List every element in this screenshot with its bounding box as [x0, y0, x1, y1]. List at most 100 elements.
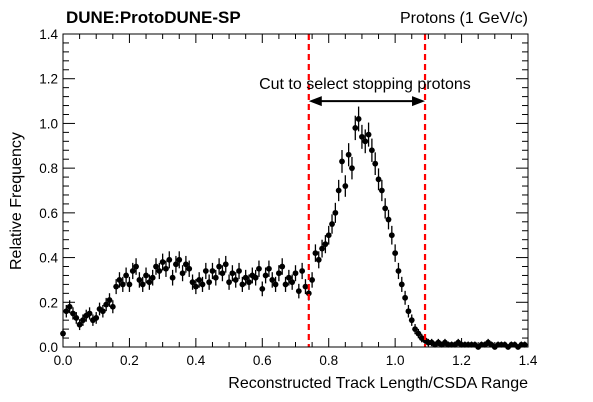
annotation-text: Cut to select stopping protons	[259, 76, 471, 93]
data-marker	[163, 265, 169, 272]
data-marker	[149, 274, 156, 281]
x-tick-label: 0.2	[120, 353, 139, 368]
data-marker	[106, 297, 113, 303]
data-marker	[339, 158, 345, 165]
annotation: Cut to select stopping protons	[259, 76, 471, 107]
data-point	[342, 175, 349, 197]
data-marker	[295, 288, 302, 295]
data-point	[173, 255, 179, 273]
data-point	[329, 214, 335, 234]
data-point	[219, 265, 226, 282]
data-point	[126, 276, 133, 292]
x-tick-label: 0.8	[319, 353, 338, 368]
data-marker	[76, 321, 83, 328]
data-point	[226, 274, 232, 290]
data-marker	[246, 279, 252, 286]
annotation-arrowhead-left	[308, 96, 322, 107]
data-point	[146, 274, 153, 290]
data-marker	[182, 261, 189, 268]
data-point	[166, 251, 173, 269]
data-marker	[66, 303, 73, 310]
data-point	[73, 312, 80, 324]
data-marker	[266, 265, 272, 272]
data-marker	[332, 209, 339, 216]
data-point	[362, 129, 369, 154]
data-marker	[405, 308, 412, 315]
data-marker	[365, 131, 372, 138]
data-point	[212, 269, 219, 286]
data-marker	[73, 315, 80, 321]
data-marker	[521, 341, 528, 348]
data-point	[229, 265, 236, 282]
data-marker	[275, 270, 282, 277]
data-point	[256, 260, 262, 277]
x-tick-label: 0.0	[54, 353, 73, 368]
data-marker	[116, 277, 123, 283]
data-marker	[109, 303, 116, 310]
data-marker	[242, 274, 249, 281]
data-marker	[216, 263, 223, 270]
data-point	[378, 179, 385, 202]
data-point	[412, 324, 418, 335]
y-tick-label: 1.2	[39, 72, 58, 87]
data-point	[452, 341, 458, 348]
data-marker	[212, 274, 219, 281]
data-point	[86, 307, 93, 320]
data-marker	[173, 261, 179, 268]
data-marker	[362, 138, 369, 145]
data-point	[332, 202, 339, 223]
data-point	[382, 198, 389, 219]
data-marker	[345, 151, 352, 158]
y-tick-label: 0.6	[39, 206, 58, 221]
data-point	[136, 272, 143, 288]
data-point	[302, 279, 309, 295]
data-point	[192, 279, 199, 295]
data-point	[282, 276, 289, 292]
data-point	[325, 225, 332, 245]
data-point	[349, 156, 355, 180]
x-tick-label: 1.0	[386, 353, 405, 368]
data-marker	[392, 250, 399, 256]
y-tick-label: 0.8	[39, 161, 58, 176]
data-point	[388, 225, 395, 245]
data-point	[149, 269, 156, 286]
data-point	[232, 272, 239, 288]
data-point	[129, 262, 136, 280]
data-point	[368, 138, 375, 162]
data-marker	[279, 263, 286, 270]
data-marker	[299, 268, 306, 274]
x-axis-label: Reconstructed Track Length/CSDA Range	[228, 375, 528, 392]
data-point	[239, 276, 246, 292]
data-point	[186, 260, 193, 277]
data-point	[415, 328, 422, 339]
data-point	[106, 293, 113, 307]
data-marker	[368, 147, 375, 154]
data-point	[312, 244, 319, 262]
data-marker	[285, 274, 292, 281]
data-marker	[156, 268, 163, 274]
data-marker	[209, 268, 216, 274]
data-point	[365, 122, 372, 147]
data-marker	[129, 268, 136, 274]
y-axis: 0.0 0.2 0.4 0.6 0.8 1.0 1.2 1.4	[39, 27, 528, 355]
data-marker	[269, 277, 276, 283]
data-point	[143, 267, 149, 284]
data-marker	[232, 277, 239, 283]
data-marker	[325, 232, 332, 239]
data-marker	[236, 268, 242, 274]
data-marker	[196, 277, 203, 283]
data-marker	[126, 281, 133, 288]
data-point	[315, 251, 322, 269]
data-point	[123, 267, 130, 284]
data-marker	[398, 281, 405, 288]
data-point	[153, 258, 159, 275]
data-marker	[229, 270, 236, 277]
data-marker	[256, 265, 262, 272]
data-marker	[99, 308, 106, 315]
y-tick-label: 1.4	[39, 27, 58, 42]
data-point	[176, 251, 183, 269]
x-tick-label: 0.6	[253, 353, 272, 368]
data-point	[372, 152, 379, 176]
data-point	[279, 258, 286, 275]
data-marker	[312, 250, 319, 256]
